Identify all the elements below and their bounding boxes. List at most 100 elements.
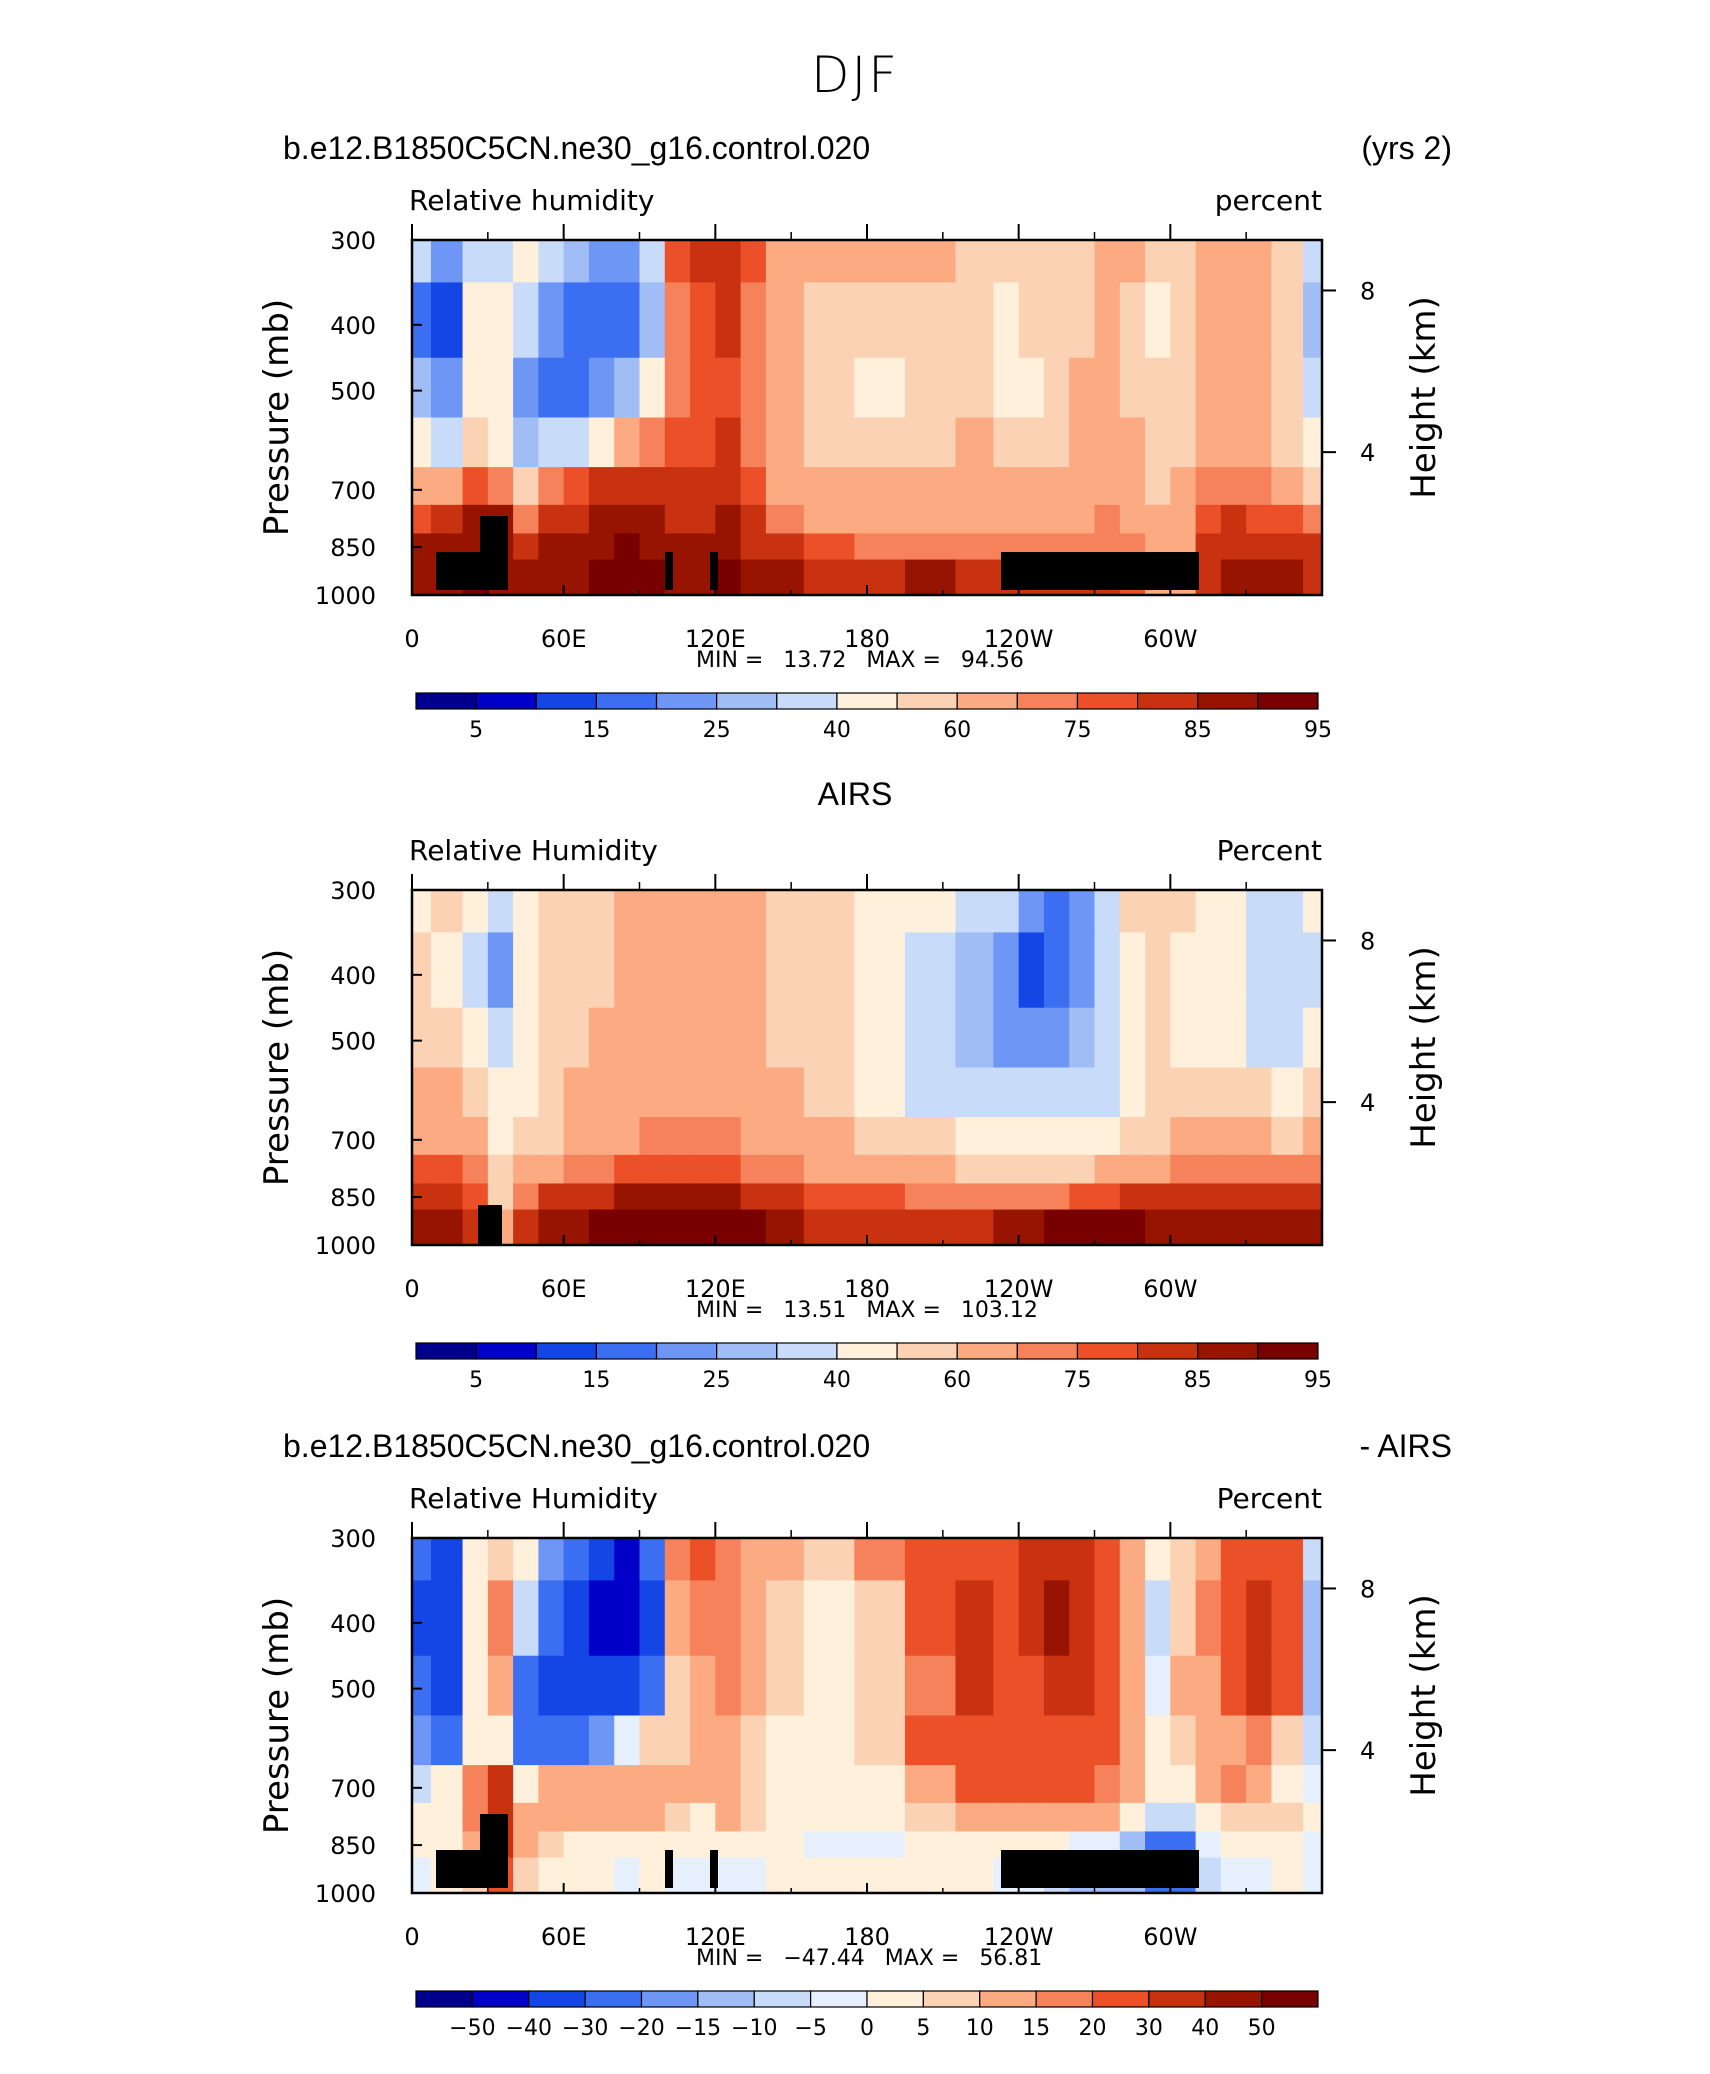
field-cell: [1303, 1117, 1323, 1156]
field-cell: [955, 1802, 995, 1833]
field-cell: [430, 504, 464, 535]
field-cell: [538, 1802, 565, 1833]
field-cell: [487, 240, 514, 284]
field-cell: [1119, 1183, 1146, 1211]
field-cell: [955, 357, 995, 419]
field-cell: [1195, 890, 1222, 934]
field-cell: [639, 1655, 666, 1717]
field-cell: [1220, 1538, 1247, 1582]
field-cell: [1303, 559, 1323, 585]
field-cell: [462, 357, 489, 419]
field-cell: [715, 559, 742, 585]
field-cell: [588, 1857, 616, 1883]
field-cell: [538, 1857, 565, 1883]
field-cell: [993, 1007, 1020, 1069]
field-cell: [1303, 932, 1323, 1009]
colorbar-swatch: [1136, 1342, 1199, 1360]
field-cell: [765, 1007, 805, 1069]
field-cell: [1170, 1538, 1197, 1582]
colorbar-swatch: [475, 692, 537, 710]
field-cell: [1145, 467, 1172, 506]
field-cell: [563, 932, 590, 1009]
field-cell: [1094, 1655, 1121, 1717]
field-cell: [563, 890, 590, 934]
field-cell: [1246, 583, 1273, 596]
field-cell: [412, 1881, 432, 1894]
field-cell: [1018, 417, 1045, 468]
field-cell: [1119, 932, 1146, 1009]
contour-panel-1: Relative humidity percent3004005007008501…: [257, 184, 1444, 743]
field-cell: [1170, 1183, 1197, 1211]
field-cell: [513, 504, 540, 535]
colorbar-label: 0: [860, 2016, 874, 2041]
panel-right-title: (yrs 2): [1361, 130, 1452, 166]
y2-axis-label: Height (km): [1404, 296, 1444, 499]
field-cell: [1195, 1183, 1222, 1211]
field-cell: [955, 1183, 995, 1211]
field-cell: [904, 1857, 957, 1883]
field-cell: [765, 583, 805, 596]
field-cell: [803, 1765, 856, 1804]
field-cell: [538, 583, 565, 596]
field-cell: [1220, 1715, 1247, 1766]
y-tick-label: 400: [330, 962, 376, 990]
field-cell: [1018, 1765, 1045, 1804]
field-cell: [1069, 1233, 1096, 1246]
field-cell: [1246, 932, 1273, 1009]
field-cell: [1195, 1117, 1222, 1156]
field-cell: [487, 1117, 514, 1156]
panel-right-title: - AIRS: [1359, 1428, 1452, 1464]
field-cell: [854, 357, 906, 419]
field-cell: [538, 1209, 565, 1235]
field-cell: [955, 1538, 995, 1582]
field-cell: [430, 467, 464, 506]
field-cell: [715, 467, 742, 506]
x-tick-label: 120W: [984, 625, 1054, 653]
field-cell: [1195, 467, 1222, 506]
field-cell: [563, 1007, 590, 1069]
colorbar-swatch: [415, 1990, 473, 2008]
field-cell: [1069, 1067, 1096, 1118]
field-cell: [1043, 1117, 1071, 1156]
field-cell: [803, 1831, 856, 1859]
field-cell: [1170, 240, 1197, 284]
colorbar-swatch: [415, 1342, 477, 1360]
field-cell: [1094, 1233, 1121, 1246]
colorbar-swatch: [753, 1990, 812, 2008]
field-cell: [614, 1233, 641, 1246]
units-label: percent: [1215, 184, 1322, 217]
field-cell: [904, 533, 957, 561]
field-cell: [462, 1655, 489, 1717]
field-cell: [430, 240, 464, 284]
field-cell: [715, 417, 742, 468]
field-cell: [412, 1007, 432, 1069]
field-cell: [588, 1580, 616, 1657]
field-cell: [1018, 1209, 1045, 1235]
field-cell: [412, 1154, 432, 1185]
field-cell: [1195, 1007, 1222, 1069]
field-cell: [1043, 1007, 1071, 1069]
field-cell: [803, 890, 856, 934]
field-cell: [664, 282, 691, 359]
field-cell: [1271, 1183, 1304, 1211]
field-cell: [563, 1183, 590, 1211]
x-tick-label: 180: [844, 1275, 890, 1303]
field-cell: [803, 932, 856, 1009]
field-cell: [803, 1538, 856, 1582]
x-tick-label: 180: [844, 625, 890, 653]
field-cell: [740, 467, 767, 506]
field-cell: [538, 282, 565, 359]
field-cell: [993, 890, 1020, 934]
x-tick-label: 180: [844, 1923, 890, 1951]
field-cell: [1271, 504, 1304, 535]
field-cell: [462, 1538, 489, 1582]
field-cell: [740, 1067, 767, 1118]
field-cell: [1018, 1007, 1045, 1069]
colorbar-label: 40: [823, 1368, 851, 1393]
field-cell: [1303, 1655, 1323, 1717]
field-cell: [1303, 1067, 1323, 1118]
field-cell: [430, 417, 464, 468]
field-cell: [765, 467, 805, 506]
field-cell: [1246, 1067, 1273, 1118]
colorbar-label: 5: [469, 1368, 483, 1393]
